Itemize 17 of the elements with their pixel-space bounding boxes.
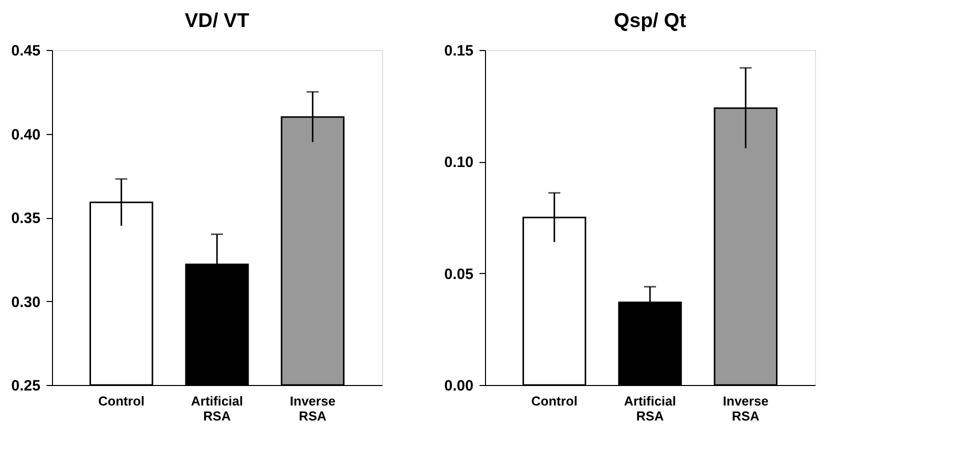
chart-title: VD/ VT bbox=[184, 10, 250, 32]
x-tick-label: Artificial RSA bbox=[624, 394, 676, 424]
x-tick-label: Inverse RSA bbox=[722, 394, 768, 424]
y-tick-label: 0.05 bbox=[444, 266, 474, 283]
x-tick-label: Inverse RSA bbox=[290, 394, 336, 424]
x-tick-label: Control bbox=[98, 394, 144, 408]
y-tick-label: 0.30 bbox=[11, 294, 40, 311]
y-tick-label: 0.00 bbox=[444, 378, 474, 394]
y-tick-label: 0.35 bbox=[11, 210, 40, 227]
chart-title: Qsp/ Qt bbox=[614, 10, 686, 32]
y-tick-label: 0.25 bbox=[11, 378, 40, 394]
y-tick-label: 0.10 bbox=[444, 154, 474, 172]
y-tick-label: 0.45 bbox=[11, 42, 40, 60]
x-tick-label: Control bbox=[531, 394, 578, 408]
x-tick-label: Artificial RSA bbox=[190, 394, 244, 424]
y-tick-label: 0.40 bbox=[11, 126, 40, 144]
y-tick-label: 0.15 bbox=[444, 42, 474, 60]
